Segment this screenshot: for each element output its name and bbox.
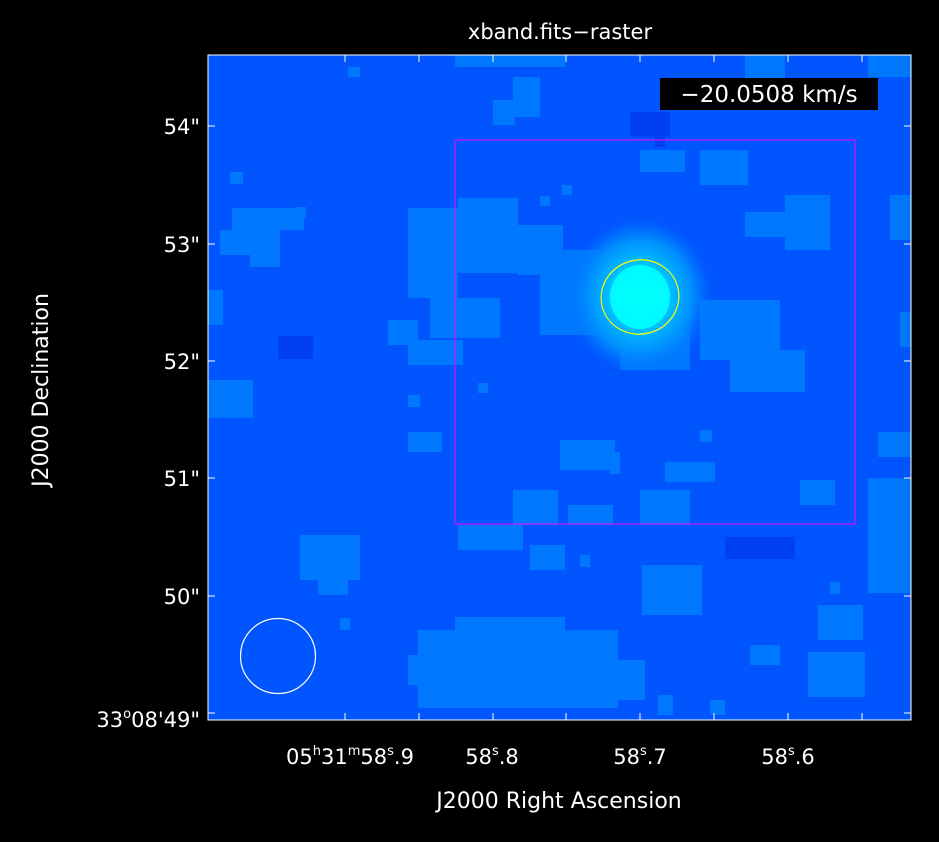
- ra-tick-label: 05h31m58s.9: [286, 744, 414, 769]
- mid-intensity-patches: [208, 55, 911, 715]
- ra-tick-label: 58s.8: [465, 744, 519, 769]
- dec-tick-label: 50": [164, 585, 200, 609]
- ra-tick-label: 58s.7: [613, 744, 667, 769]
- dec-tick-label: 54": [164, 115, 200, 139]
- image-raster[interactable]: [208, 55, 911, 720]
- velocity-label-box: [660, 78, 878, 110]
- beam-ellipse: [239, 617, 317, 695]
- region-rectangle[interactable]: [454, 139, 856, 525]
- dec-tick-label: 52": [164, 350, 200, 374]
- source-core: [610, 265, 670, 329]
- ra-tick-labels: 05h31m58s.9 58s.8 58s.7 58s.6: [286, 744, 815, 769]
- x-axis-label: J2000 Right Ascension: [434, 789, 681, 814]
- ra-tick-label: 58s.6: [761, 744, 815, 769]
- y-axis-label: J2000 Declination: [29, 293, 54, 489]
- dec-tick-label: 51": [164, 467, 200, 491]
- dec-tick-labels: 54" 53" 52" 51" 50" 33o08'49": [96, 115, 200, 732]
- low-intensity-patches: [278, 112, 795, 559]
- source-ellipse-marker[interactable]: [593, 251, 687, 343]
- dec-origin-label: 33o08'49": [96, 707, 200, 732]
- raster-title: xband.fits−raster: [468, 20, 653, 44]
- axis-ticks: [208, 55, 911, 720]
- plot-frame: [207, 54, 912, 721]
- velocity-label: −20.0508 km/s: [680, 82, 857, 108]
- dec-tick-label: 53": [164, 233, 200, 257]
